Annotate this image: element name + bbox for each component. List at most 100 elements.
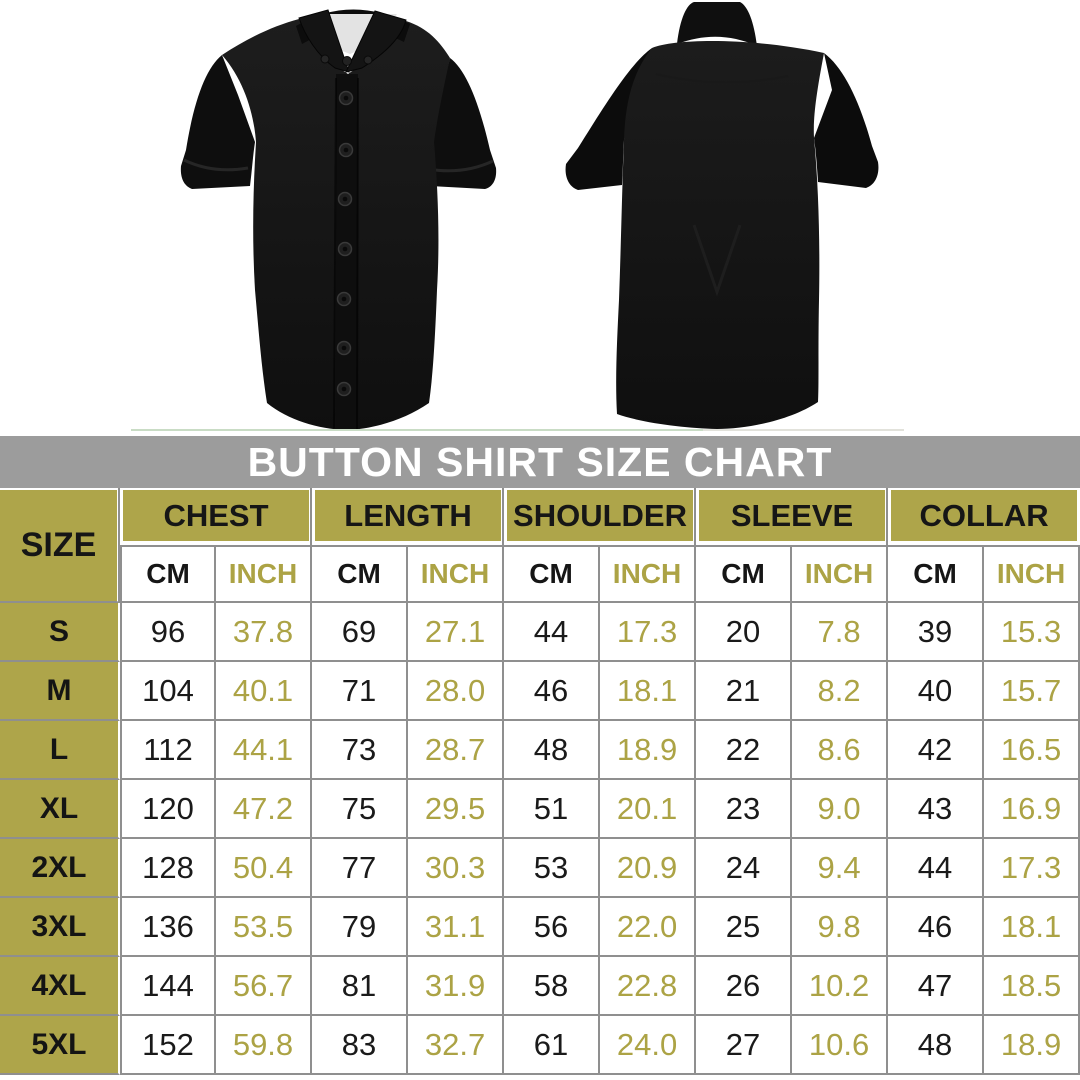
size-label: S — [0, 603, 120, 662]
cm-value: 75 — [312, 780, 409, 839]
table-row: 2XL 128 50.4 77 30.3 53 20.9 24 9.4 44 17.3 — [0, 839, 1080, 898]
inch-value: 16.5 — [984, 721, 1080, 780]
front-left-cuff-seam — [183, 158, 249, 172]
cm-value: 61 — [504, 1016, 601, 1075]
inch-value: 8.6 — [792, 721, 889, 780]
unit-header-cm: CM — [312, 545, 409, 603]
inch-value: 37.8 — [216, 603, 313, 662]
unit-header-inch: INCH — [792, 545, 889, 603]
cm-value: 152 — [120, 1016, 216, 1075]
inch-value: 9.0 — [792, 780, 889, 839]
front-shirt-image — [180, 9, 497, 430]
size-label: 2XL — [0, 839, 120, 898]
inch-value: 15.3 — [984, 603, 1080, 662]
inch-value: 18.5 — [984, 957, 1080, 1016]
inch-value: 17.3 — [984, 839, 1080, 898]
size-table: SIZE CHEST LENGTH SHOULDER SLEEVE COLLAR… — [0, 488, 1080, 1075]
group-header-sleeve: SLEEVE — [696, 488, 890, 545]
inch-value: 40.1 — [216, 662, 313, 721]
cm-value: 46 — [888, 898, 985, 957]
inch-value: 7.8 — [792, 603, 889, 662]
cm-value: 22 — [696, 721, 793, 780]
group-header-length: LENGTH — [312, 488, 506, 545]
cm-value: 44 — [504, 603, 601, 662]
inch-value: 20.1 — [600, 780, 697, 839]
inch-value: 9.4 — [792, 839, 889, 898]
cm-value: 81 — [312, 957, 409, 1016]
inch-value: 18.1 — [600, 662, 697, 721]
size-label: 5XL — [0, 1016, 120, 1075]
table-row: 3XL 136 53.5 79 31.1 56 22.0 25 9.8 46 18.1 — [0, 898, 1080, 957]
back-collar — [677, 2, 757, 46]
inch-value: 16.9 — [984, 780, 1080, 839]
cm-value: 42 — [888, 721, 985, 780]
group-header-row: SIZE CHEST LENGTH SHOULDER SLEEVE COLLAR — [0, 488, 1080, 603]
table-row: M 104 40.1 71 28.0 46 18.1 21 8.2 40 15.7 — [0, 662, 1080, 721]
unit-header-cm: CM — [888, 545, 985, 603]
cm-value: 79 — [312, 898, 409, 957]
cm-value: 43 — [888, 780, 985, 839]
inch-value: 18.9 — [600, 721, 697, 780]
cm-value: 21 — [696, 662, 793, 721]
cm-value: 47 — [888, 957, 985, 1016]
front-collar — [296, 9, 410, 73]
table-row: 4XL 144 56.7 81 31.9 58 22.8 26 10.2 47 18.5 — [0, 957, 1080, 1016]
inch-value: 17.3 — [600, 603, 697, 662]
inch-value: 10.2 — [792, 957, 889, 1016]
cm-value: 48 — [888, 1016, 985, 1075]
cm-value: 24 — [696, 839, 793, 898]
inch-value: 22.0 — [600, 898, 697, 957]
size-label: 3XL — [0, 898, 120, 957]
cm-value: 136 — [120, 898, 216, 957]
table-row: S 96 37.8 69 27.1 44 17.3 20 7.8 39 15.3 — [0, 603, 1080, 662]
cm-value: 44 — [888, 839, 985, 898]
cm-value: 26 — [696, 957, 793, 1016]
unit-header-inch: INCH — [600, 545, 697, 603]
cm-value: 46 — [504, 662, 601, 721]
cm-value: 23 — [696, 780, 793, 839]
cm-value: 27 — [696, 1016, 793, 1075]
cm-value: 71 — [312, 662, 409, 721]
unit-header-cm: CM — [120, 545, 216, 603]
inch-value: 47.2 — [216, 780, 313, 839]
inch-value: 18.9 — [984, 1016, 1080, 1075]
inch-value: 24.0 — [600, 1016, 697, 1075]
cm-value: 51 — [504, 780, 601, 839]
cm-value: 83 — [312, 1016, 409, 1075]
size-chart-banner: BUTTON SHIRT SIZE CHART — [0, 436, 1080, 488]
shirt-photo-area — [0, 0, 1080, 436]
unit-header-row: CM INCH CM INCH CM INCH CM INCH CM INCH — [0, 545, 1080, 603]
inch-value: 29.5 — [408, 780, 505, 839]
back-center-seam — [692, 224, 742, 297]
cm-value: 39 — [888, 603, 985, 662]
inch-value: 32.7 — [408, 1016, 505, 1075]
inch-value: 44.1 — [216, 721, 313, 780]
unit-header-cm: CM — [696, 545, 793, 603]
inch-value: 18.1 — [984, 898, 1080, 957]
inch-value: 31.1 — [408, 898, 505, 957]
size-label: L — [0, 721, 120, 780]
cm-value: 128 — [120, 839, 216, 898]
cm-value: 112 — [120, 721, 216, 780]
cm-value: 25 — [696, 898, 793, 957]
table-row: XL 120 47.2 75 29.5 51 20.1 23 9.0 43 16.9 — [0, 780, 1080, 839]
inch-value: 10.6 — [792, 1016, 889, 1075]
size-label: XL — [0, 780, 120, 839]
back-shirt-image — [565, 2, 879, 430]
cm-value: 58 — [504, 957, 601, 1016]
inch-value: 20.9 — [600, 839, 697, 898]
size-label: 4XL — [0, 957, 120, 1016]
size-column-header: SIZE — [0, 488, 121, 603]
table-row: 5XL 152 59.8 83 32.7 61 24.0 27 10.6 48 18.9 — [0, 1016, 1080, 1075]
unit-header-cm: CM — [504, 545, 601, 603]
cm-value: 20 — [696, 603, 793, 662]
back-yoke-seam — [655, 73, 789, 84]
cm-value: 48 — [504, 721, 601, 780]
unit-header-inch: INCH — [984, 545, 1080, 603]
inch-value: 50.4 — [216, 839, 313, 898]
table-row: L 112 44.1 73 28.7 48 18.9 22 8.6 42 16.5 — [0, 721, 1080, 780]
inch-value: 53.5 — [216, 898, 313, 957]
inch-value: 9.8 — [792, 898, 889, 957]
inch-value: 31.9 — [408, 957, 505, 1016]
